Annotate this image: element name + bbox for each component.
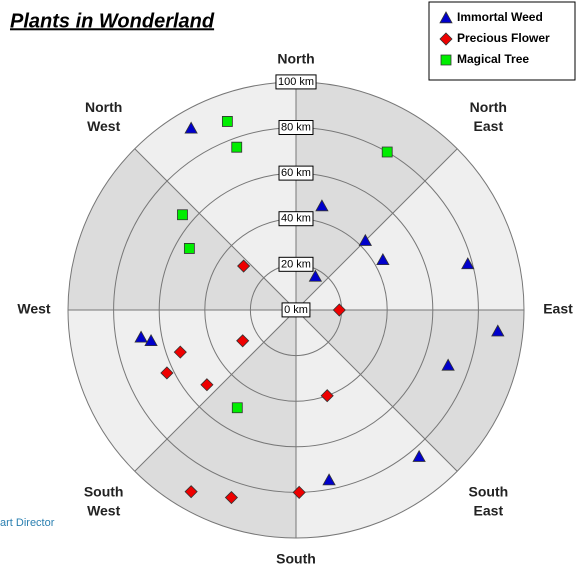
- triangle-marker: [412, 449, 426, 462]
- diamond-marker: [184, 485, 198, 499]
- sector: [296, 148, 524, 310]
- legend-label: Magical Tree: [457, 52, 529, 66]
- radius-label-box: [275, 74, 317, 90]
- triangle-marker: [376, 253, 390, 266]
- radius-label: 40 km: [281, 213, 311, 225]
- spoke: [295, 309, 458, 472]
- direction-label: South: [469, 484, 509, 500]
- diamond-marker: [224, 490, 238, 505]
- square-marker: [381, 146, 393, 158]
- direction-label: South: [84, 484, 124, 500]
- sector: [296, 310, 458, 538]
- radius-label: 100 km: [278, 76, 314, 88]
- triangle-marker: [441, 358, 455, 371]
- direction-label: North: [277, 51, 314, 67]
- direction-label: East: [474, 118, 504, 134]
- radius-label-box: [278, 165, 314, 181]
- direction-label: West: [87, 118, 121, 134]
- direction-label: North: [85, 99, 122, 115]
- triangle-marker: [461, 257, 475, 270]
- diamond-marker: [160, 366, 174, 380]
- diamond-marker: [320, 389, 334, 403]
- triangle-marker: [144, 333, 158, 347]
- square-marker: [183, 243, 195, 254]
- square-marker: [177, 209, 188, 221]
- chart-title: Plants in Wonderland: [10, 10, 215, 32]
- direction-label: West: [17, 301, 51, 317]
- diamond-marker: [200, 378, 214, 392]
- legend-label: Immortal Weed: [457, 10, 543, 24]
- direction-label: North: [470, 99, 507, 115]
- watermark: art Director: [0, 517, 55, 529]
- legend-box: [428, 1, 576, 81]
- sector: [134, 82, 296, 310]
- radius-label-box: [278, 211, 314, 227]
- diamond-marker: [237, 259, 251, 273]
- square-marker: [221, 116, 233, 127]
- sector: [68, 148, 296, 310]
- direction-label: East: [474, 503, 504, 519]
- radius-label: 20 km: [281, 258, 311, 270]
- triangle-marker: [184, 121, 198, 134]
- square-marker: [440, 54, 452, 66]
- direction-label: East: [543, 301, 573, 317]
- square-marker: [231, 141, 243, 153]
- sector: [67, 310, 296, 472]
- square-marker: [231, 402, 243, 414]
- radius-label-box: [278, 120, 314, 136]
- diamond-marker: [292, 485, 306, 499]
- spoke: [295, 148, 458, 311]
- sector: [134, 310, 296, 538]
- triangle-marker: [134, 330, 148, 343]
- diamond-marker: [439, 32, 453, 46]
- sector: [296, 82, 458, 310]
- radius-label: 80 km: [281, 122, 311, 134]
- legend-label: Precious Flower: [457, 31, 550, 45]
- radius-label-box: [278, 256, 314, 272]
- diamond-marker: [332, 303, 346, 317]
- triangle-marker: [315, 199, 329, 212]
- triangle-marker: [439, 11, 453, 24]
- triangle-marker: [308, 269, 323, 282]
- spoke: [134, 148, 297, 311]
- radius-label-box: [281, 302, 311, 318]
- triangle-marker: [491, 324, 505, 337]
- triangle-marker: [358, 233, 373, 246]
- diamond-marker: [173, 345, 187, 359]
- direction-label: South: [276, 551, 316, 567]
- radius-label: 0 km: [284, 304, 308, 316]
- spoke: [134, 309, 297, 472]
- diamond-marker: [236, 334, 250, 348]
- triangle-marker: [322, 473, 336, 486]
- sector: [296, 310, 524, 472]
- radius-label: 60 km: [281, 167, 311, 179]
- direction-label: West: [87, 503, 121, 519]
